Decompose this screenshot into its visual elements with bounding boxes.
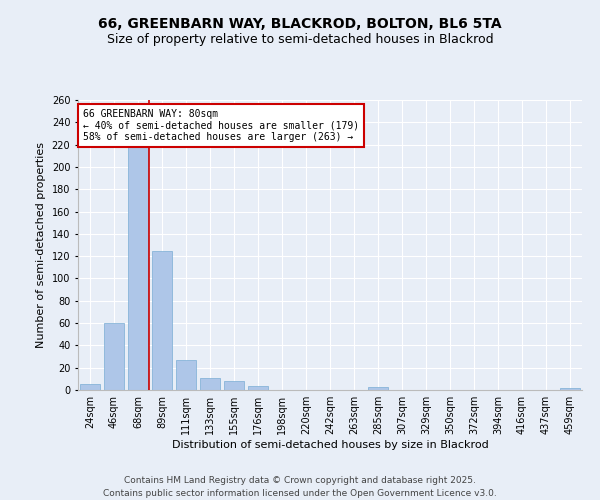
Bar — [368, 386, 388, 390]
Bar — [80, 384, 100, 390]
Text: Size of property relative to semi-detached houses in Blackrod: Size of property relative to semi-detach… — [107, 32, 493, 46]
X-axis label: Distribution of semi-detached houses by size in Blackrod: Distribution of semi-detached houses by … — [172, 440, 488, 450]
Bar — [560, 388, 580, 390]
Bar — [224, 381, 244, 390]
Bar — [152, 250, 172, 390]
Text: Contains HM Land Registry data © Crown copyright and database right 2025.
Contai: Contains HM Land Registry data © Crown c… — [103, 476, 497, 498]
Y-axis label: Number of semi-detached properties: Number of semi-detached properties — [36, 142, 46, 348]
Bar — [128, 147, 148, 390]
Bar — [200, 378, 220, 390]
Bar — [248, 386, 268, 390]
Text: 66, GREENBARN WAY, BLACKROD, BOLTON, BL6 5TA: 66, GREENBARN WAY, BLACKROD, BOLTON, BL6… — [98, 18, 502, 32]
Text: 66 GREENBARN WAY: 80sqm
← 40% of semi-detached houses are smaller (179)
58% of s: 66 GREENBARN WAY: 80sqm ← 40% of semi-de… — [83, 108, 359, 142]
Bar — [176, 360, 196, 390]
Bar — [104, 323, 124, 390]
